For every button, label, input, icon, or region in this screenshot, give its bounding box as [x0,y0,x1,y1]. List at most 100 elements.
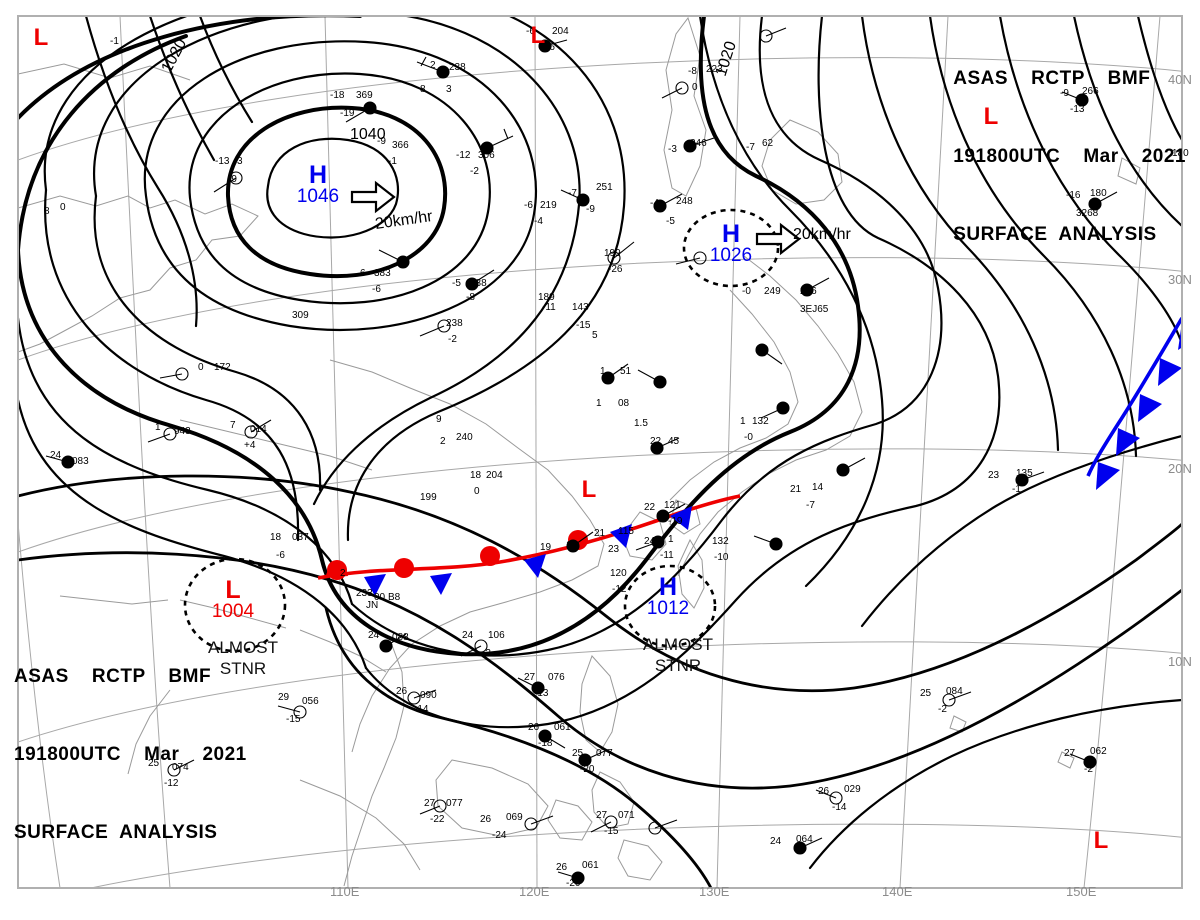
isobar-right-3 [928,16,1138,458]
minor-low-marker: L [983,103,999,130]
svg-text:090: 090 [420,690,437,701]
svg-text:2: 2 [440,436,446,447]
svg-text:23: 23 [988,470,1000,481]
svg-text:24: 24 [644,536,656,547]
svg-text:0: 0 [692,82,698,93]
longitude-label: 140E [882,884,913,899]
svg-text:1: 1 [566,540,572,551]
svg-text:29: 29 [278,692,290,703]
svg-text:-9: -9 [586,204,595,215]
svg-text:-20: -20 [566,878,581,889]
svg-text:069: 069 [506,812,523,823]
motion-arrows [350,180,801,256]
system-dashed-circles [183,208,780,653]
svg-text:943: 943 [174,426,191,437]
svg-text:27: 27 [1064,748,1076,759]
minor-low-marker: L [581,476,597,503]
svg-text:2: 2 [340,568,346,579]
svg-text:26: 26 [556,862,568,873]
isobar-1020-arc [18,34,188,252]
svg-text:0: 0 [198,362,204,373]
svg-text:246: 246 [690,138,707,149]
svg-text:029: 029 [844,784,861,795]
svg-text:180: 180 [1090,188,1107,199]
svg-text:037: 037 [292,532,309,543]
svg-text:18: 18 [470,470,482,481]
isobar-1028 [93,16,581,506]
isobar-1012b [364,16,1001,729]
svg-text:26: 26 [528,722,540,733]
svg-text:121: 121 [664,500,681,511]
svg-text:26: 26 [480,814,492,825]
svg-text:083: 083 [72,456,89,467]
svg-text:115: 115 [618,526,634,537]
svg-text:51: 51 [620,366,632,377]
svg-text:25: 25 [148,758,160,769]
isobar-1028b [93,194,322,492]
svg-text:22: 22 [650,436,662,447]
stationary-note: ALMOST STNR [643,635,713,675]
svg-text:-1: -1 [388,156,397,167]
svg-text:27: 27 [524,672,536,683]
svg-text:120: 120 [610,568,627,579]
svg-text:23: 23 [608,544,620,555]
svg-text:088: 088 [392,632,409,643]
svg-text:-6: -6 [546,42,555,53]
svg-text:199: 199 [420,492,437,503]
svg-text:-7: -7 [746,142,755,153]
svg-text:266: 266 [1082,86,1099,97]
svg-text:135: 135 [1016,468,1033,479]
svg-text:18: 18 [270,532,282,543]
isobar-leftedge-2 [148,16,216,162]
svg-text:-11: -11 [542,302,556,313]
svg-text:014: 014 [250,424,267,435]
svg-text:25: 25 [572,748,584,759]
svg-text:-18: -18 [330,90,345,101]
pressure-center-value: 1026 [709,245,753,266]
longitude-label: 110E [330,884,360,899]
svg-text:-0: -0 [744,432,753,443]
svg-text:219: 219 [540,200,557,211]
svg-text:-12: -12 [456,150,471,161]
isobar-south-1 [18,474,1182,693]
svg-text:-2: -2 [448,334,457,345]
pressure-center-letter: H [721,220,741,248]
svg-text:-6: -6 [526,26,535,37]
isobar-right-6 [1136,16,1182,142]
svg-text:-2: -2 [470,166,479,177]
svg-text:077: 077 [596,748,613,759]
pressure-center-high-1046: H 1046 [297,163,339,208]
svg-text:24: 24 [462,630,474,641]
coastlines [18,16,1141,887]
svg-text:077: 077 [446,798,463,809]
svg-text:180: 180 [1172,148,1189,159]
pressure-center-high-1026: H 1026 [709,220,753,267]
minor-low-marker: L [1093,827,1109,854]
svg-text:1: 1 [596,398,602,409]
svg-text:266: 266 [800,286,817,297]
isobar-1020-left [18,16,362,120]
svg-text:366: 366 [392,140,409,151]
isobar-rightbottom [808,698,1182,870]
svg-text:0: 0 [60,202,66,213]
pressure-center-low-1004: L 1004 [212,576,254,623]
latitude-label: 40N [1168,72,1192,87]
svg-text:238: 238 [470,278,487,289]
header-bottom-left: ASAS RCTP BMF 191800UTC Mar 2021 SURFACE… [14,612,247,898]
longitude-label: 150E [1066,884,1097,899]
svg-text:3EJ65: 3EJ65 [800,304,829,315]
isobar-1016a [18,316,354,606]
svg-text:-18: -18 [538,738,553,749]
svg-text:-24: -24 [492,830,507,841]
svg-text:-1: -1 [1012,484,1021,495]
isobar-1040 [225,105,448,279]
longitude-label: 120E [519,884,550,899]
svg-text:076: 076 [548,672,565,683]
svg-text:-8: -8 [688,66,697,77]
minor-low-marker: L [530,22,546,49]
isobar-1024b [44,188,300,542]
cold-front-east [1086,317,1182,490]
pressure-center-letter: L [225,576,241,604]
svg-text:-13: -13 [534,688,549,699]
svg-text:2: 2 [430,60,436,71]
